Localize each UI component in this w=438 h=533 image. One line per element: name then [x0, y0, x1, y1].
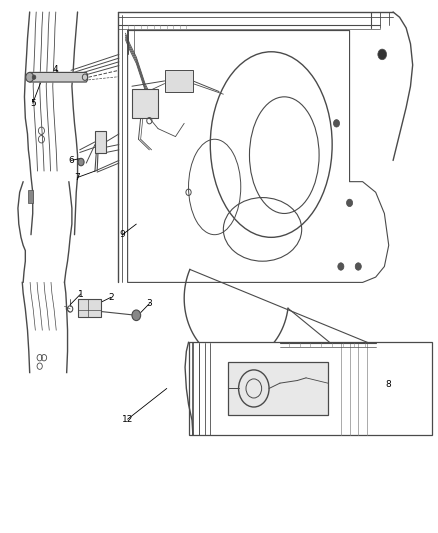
Text: 6: 6	[68, 156, 74, 165]
Circle shape	[378, 49, 387, 60]
Circle shape	[346, 199, 353, 207]
Circle shape	[333, 119, 339, 127]
Text: 4: 4	[53, 64, 59, 74]
Text: 3: 3	[146, 299, 152, 308]
Circle shape	[32, 75, 36, 79]
Text: 11: 11	[234, 395, 246, 405]
Bar	[95, 131, 106, 152]
Bar	[28, 190, 33, 203]
Circle shape	[338, 263, 344, 270]
Polygon shape	[28, 72, 88, 82]
Bar	[228, 362, 328, 415]
Text: 2: 2	[108, 293, 114, 302]
Text: 7: 7	[74, 173, 81, 182]
Circle shape	[355, 263, 361, 270]
Circle shape	[26, 72, 34, 82]
Text: 12: 12	[122, 415, 133, 424]
Bar	[188, 342, 432, 435]
Text: 8: 8	[386, 379, 392, 389]
Bar	[78, 299, 102, 317]
Bar	[132, 89, 158, 118]
Text: 1: 1	[78, 289, 84, 298]
Text: 9: 9	[120, 230, 125, 239]
Bar	[165, 70, 193, 92]
Circle shape	[78, 158, 84, 166]
Text: 10: 10	[278, 395, 289, 405]
Circle shape	[132, 310, 141, 320]
Text: 5: 5	[30, 99, 35, 108]
